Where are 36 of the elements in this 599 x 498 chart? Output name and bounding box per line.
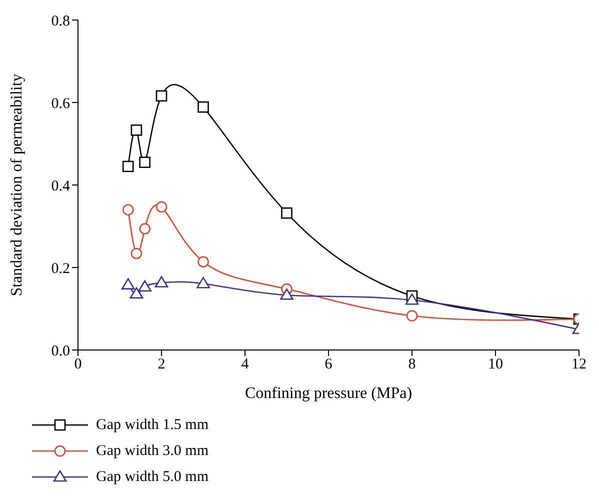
point	[154, 276, 168, 288]
point	[122, 160, 134, 172]
point	[156, 201, 168, 213]
x-tick-label: 10	[488, 356, 503, 373]
x-axis-title: Confining pressure (MPa)	[244, 385, 412, 402]
x-tick-label: 12	[572, 356, 586, 373]
y-tick-label: 0.8	[51, 13, 70, 30]
point	[122, 204, 134, 216]
point	[281, 207, 292, 219]
point	[196, 276, 210, 288]
point	[280, 288, 294, 300]
point	[138, 280, 152, 292]
y-tick-label: 0.6	[51, 96, 70, 112]
point	[130, 248, 142, 260]
legend-label: Gap width 5.0 mm	[96, 468, 208, 486]
y-axis-title: Standard deviation of permeability	[8, 74, 26, 296]
x-tick-label: 6	[324, 356, 333, 373]
legend-label: Gap width 1.5 mm	[96, 416, 208, 434]
point	[121, 278, 135, 290]
x-tick-label: 4	[241, 356, 250, 373]
point	[405, 293, 419, 305]
x-tick-label: 2	[158, 356, 166, 373]
point	[139, 156, 150, 168]
point	[406, 310, 418, 322]
point	[198, 256, 209, 268]
point	[130, 287, 144, 299]
point	[198, 101, 209, 113]
y-tick-label: 0.0	[51, 343, 70, 360]
point	[130, 124, 142, 136]
x-tick-label: 0	[74, 356, 82, 373]
x-tick-label: 8	[408, 356, 416, 373]
point	[139, 223, 150, 234]
y-tick-label: 0.2	[51, 260, 70, 277]
point	[156, 90, 168, 102]
legend-label: Gap width 3.0 mm	[96, 442, 208, 460]
y-tick-label: 0.4	[51, 178, 70, 194]
